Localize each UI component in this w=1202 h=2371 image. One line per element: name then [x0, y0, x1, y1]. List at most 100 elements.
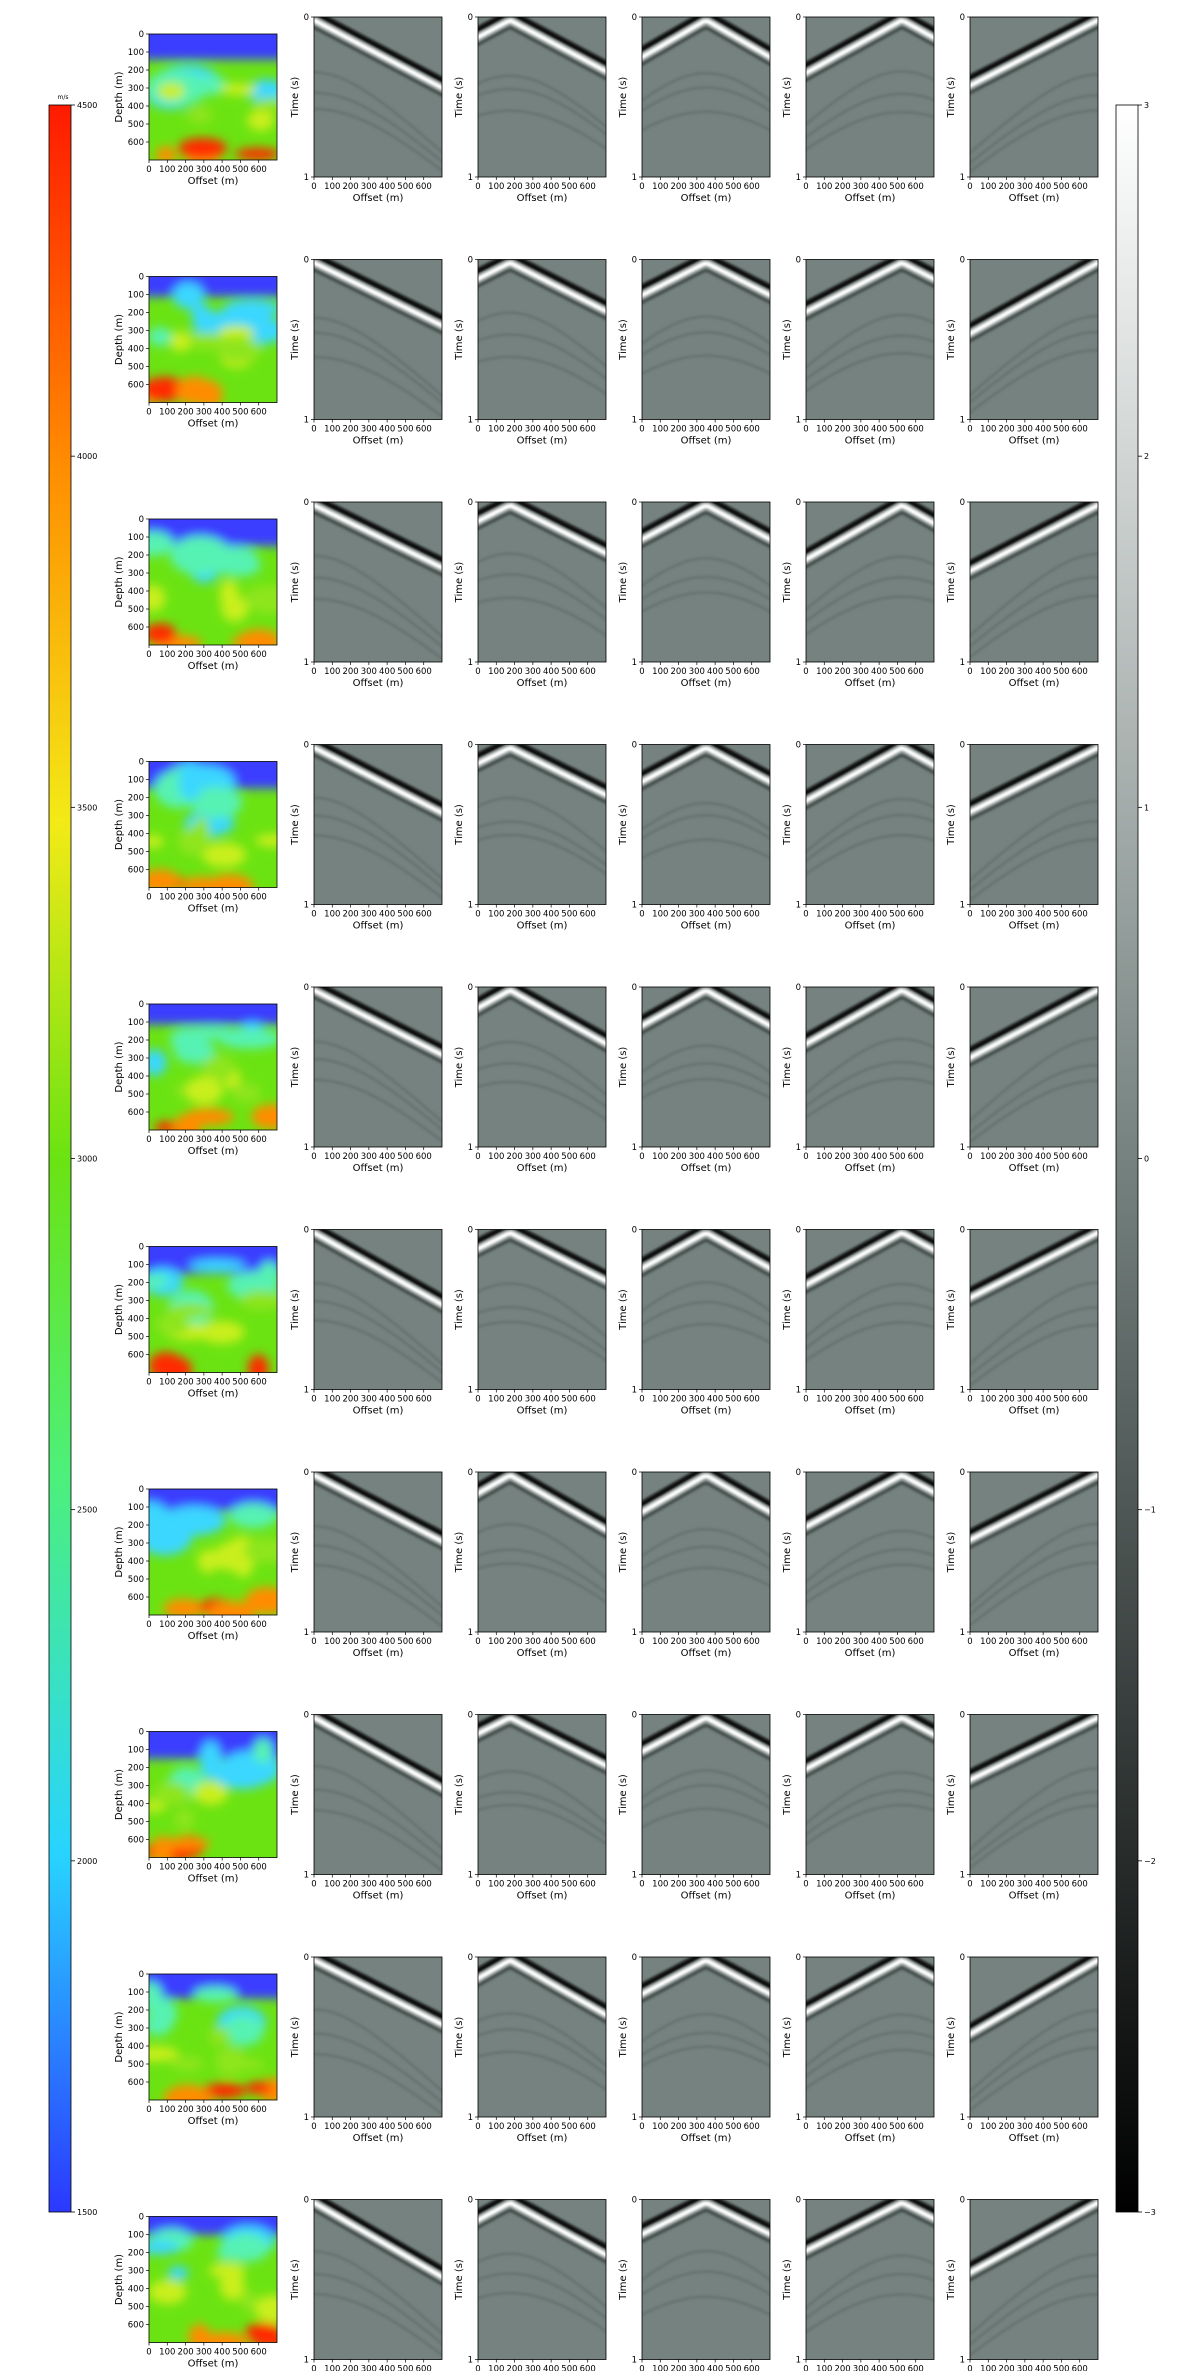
y-axis-label: Time (s): [782, 319, 793, 361]
x-tick-label: 200: [177, 1863, 193, 1873]
x-tick-label: 300: [853, 2122, 869, 2132]
x-axis-label: Offset (m): [517, 1891, 568, 1902]
x-tick-label: 0: [639, 182, 644, 192]
x-tick-label: 400: [1035, 425, 1051, 435]
panel-frame: [641, 501, 771, 663]
x-tick-label: 600: [580, 2365, 596, 2371]
velocity-colorbar-tick-label: 4500: [77, 101, 97, 110]
y-tick-label: 1: [304, 2113, 309, 2123]
x-tick-label: 600: [251, 893, 267, 903]
y-axis-label: Time (s): [618, 319, 629, 361]
y-tick-label: 0: [632, 741, 637, 751]
x-tick-label: 400: [214, 408, 230, 418]
x-tick-label: 500: [232, 2348, 248, 2358]
x-tick-label: 0: [639, 667, 644, 677]
x-axis-label: Offset (m): [845, 678, 896, 689]
x-axis-label: Offset (m): [845, 436, 896, 447]
x-tick-label: 100: [816, 1880, 832, 1890]
x-tick-label: 400: [543, 910, 559, 920]
y-tick-label: 100: [128, 2231, 144, 2241]
y-tick-label: 0: [632, 256, 637, 266]
y-axis-label: Time (s): [618, 2017, 629, 2059]
x-axis-label: Offset (m): [681, 2133, 732, 2144]
x-tick-label: 400: [543, 182, 559, 192]
x-tick-label: 500: [889, 182, 905, 192]
x-tick-label: 400: [871, 1880, 887, 1890]
y-tick-label: 0: [139, 758, 144, 768]
y-tick-label: 0: [960, 498, 965, 508]
x-tick-label: 0: [967, 2365, 972, 2371]
x-tick-label: 600: [908, 182, 924, 192]
y-tick-label: 1: [960, 1871, 965, 1881]
x-tick-label: 600: [416, 1637, 432, 1647]
y-axis-label: Time (s): [618, 1289, 629, 1331]
y-tick-label: 0: [468, 1953, 473, 1963]
x-tick-label: 300: [1017, 1395, 1033, 1405]
panel-frame: [148, 276, 278, 403]
x-tick-label: 100: [652, 182, 668, 192]
x-tick-label: 600: [416, 1152, 432, 1162]
panel-frame: [313, 501, 443, 663]
panel-frame: [313, 1956, 443, 2118]
x-tick-label: 300: [689, 1880, 705, 1890]
x-tick-label: 100: [652, 1152, 668, 1162]
x-tick-label: 400: [871, 1395, 887, 1405]
y-tick-label: 0: [139, 1485, 144, 1495]
y-tick-label: 100: [128, 533, 144, 543]
y-tick-label: 500: [128, 1333, 144, 1343]
x-tick-label: 100: [488, 1637, 504, 1647]
panel-frame: [477, 1471, 607, 1633]
x-tick-label: 0: [803, 1880, 808, 1890]
y-tick-label: 0: [304, 1711, 309, 1721]
y-tick-label: 1: [632, 1628, 637, 1638]
x-tick-label: 400: [871, 1637, 887, 1647]
amplitude-colorbar-gradient: [1115, 104, 1139, 2213]
x-tick-label: 500: [561, 1637, 577, 1647]
y-tick-label: 400: [128, 345, 144, 355]
x-tick-label: 500: [1053, 2365, 1069, 2371]
panel-frame: [805, 1229, 935, 1390]
velocity-colorbar-tick-label: 2500: [77, 1506, 97, 1515]
x-tick-label: 400: [214, 1378, 230, 1388]
velocity-colorbar-tick-label: 2000: [77, 1857, 97, 1866]
y-tick-label: 1: [304, 1386, 309, 1396]
x-tick-label: 500: [889, 910, 905, 920]
x-tick-label: 200: [177, 2348, 193, 2358]
y-tick-label: 1: [304, 1628, 309, 1638]
x-tick-label: 100: [980, 1637, 996, 1647]
velocity-colorbar-tick-label: 3500: [77, 803, 97, 812]
x-axis-label: Offset (m): [517, 2133, 568, 2144]
x-tick-label: 0: [146, 893, 151, 903]
x-tick-label: 200: [670, 667, 686, 677]
x-tick-label: 100: [652, 910, 668, 920]
x-tick-label: 500: [397, 910, 413, 920]
y-tick-label: 0: [304, 13, 309, 23]
y-tick-label: 1: [960, 1143, 965, 1153]
x-tick-label: 300: [525, 1152, 541, 1162]
x-tick-label: 400: [379, 1637, 395, 1647]
x-tick-label: 400: [871, 1152, 887, 1162]
y-tick-label: 400: [128, 830, 144, 840]
x-tick-label: 200: [506, 1880, 522, 1890]
panel-frame: [641, 1714, 771, 1875]
x-tick-label: 0: [311, 2122, 316, 2132]
x-tick-label: 200: [670, 182, 686, 192]
x-tick-label: 300: [689, 667, 705, 677]
x-tick-label: 500: [397, 2122, 413, 2132]
y-tick-label: 0: [796, 1226, 801, 1236]
x-tick-label: 0: [967, 1637, 972, 1647]
x-tick-label: 100: [324, 1395, 340, 1405]
y-tick-label: 600: [128, 623, 144, 633]
y-tick-label: 1: [304, 1143, 309, 1153]
x-tick-label: 0: [639, 1880, 644, 1890]
x-tick-label: 0: [146, 2105, 151, 2115]
